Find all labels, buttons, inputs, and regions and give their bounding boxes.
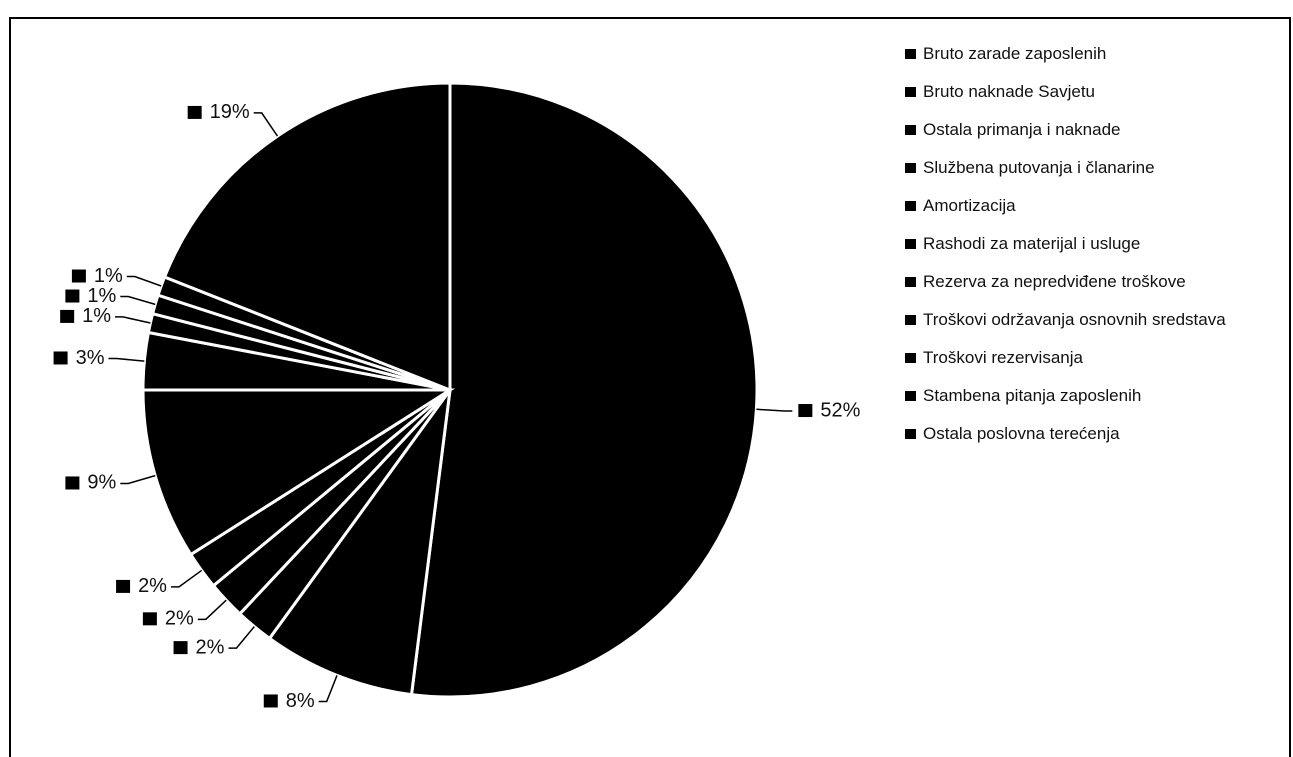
legend-item: Troškovi rezervisanja — [905, 348, 1285, 386]
legend-swatch — [905, 277, 916, 287]
data-label: 1% — [82, 305, 111, 327]
leader-line — [170, 569, 203, 588]
label-marker — [65, 476, 80, 490]
pie-slice — [162, 81, 452, 393]
label-marker — [60, 309, 75, 323]
legend-label: Bruto zarade zaposlenih — [923, 44, 1107, 63]
legend-label: Troškovi održavanja osnovnih sredstava — [923, 310, 1226, 329]
leader-line — [126, 275, 162, 287]
label-marker — [798, 404, 813, 418]
legend-item: Rezerva za nepredviđene troškove — [905, 272, 1285, 310]
legend-swatch — [905, 429, 916, 439]
legend-label: Rashodi za materijal i usluge — [923, 234, 1141, 253]
pie-slice — [409, 81, 759, 699]
legend-label: Ostala primanja i naknade — [923, 120, 1121, 139]
data-label: 8% — [286, 690, 315, 712]
legend-swatch — [905, 353, 916, 363]
data-label: 52% — [820, 399, 860, 421]
leader-line — [318, 675, 338, 703]
legend-item: Bruto zarade zaposlenih — [905, 44, 1285, 82]
pie-slice — [267, 389, 452, 697]
legend-swatch — [905, 239, 916, 249]
data-label: 2% — [196, 636, 225, 658]
legend-item: Bruto naknade Savjetu — [905, 82, 1285, 120]
legend-swatch — [905, 49, 916, 59]
leader-line — [228, 626, 255, 649]
legend-item: Ostala poslovna terećenja — [905, 424, 1285, 462]
legend-label: Stambena pitanja zaposlenih — [923, 386, 1142, 405]
legend-swatch — [905, 391, 916, 401]
legend-label: Bruto naknade Savjetu — [923, 82, 1096, 101]
legend-item: Ostala primanja i naknade — [905, 120, 1285, 158]
legend-label: Amortizacija — [923, 196, 1016, 215]
label-marker — [187, 105, 202, 119]
label-marker — [71, 269, 86, 283]
data-label: 1% — [87, 285, 116, 307]
legend-swatch — [905, 125, 916, 135]
leader-line — [108, 357, 145, 362]
chart-border — [9, 17, 1291, 757]
legend-swatch — [905, 315, 916, 325]
leader-line — [120, 295, 156, 306]
legend-label: Rezerva za nepredviđene troškove — [923, 272, 1186, 291]
data-label: 1% — [94, 265, 123, 287]
label-marker — [142, 612, 157, 626]
leader-line — [115, 316, 151, 324]
label-marker — [263, 694, 278, 708]
legend-swatch — [905, 163, 916, 173]
data-label: 9% — [87, 472, 116, 494]
legend-label: Ostala poslovna terećenja — [923, 424, 1120, 443]
label-marker — [116, 579, 131, 593]
legend-item: Rashodi za materijal i usluge — [905, 234, 1285, 272]
label-marker — [53, 351, 68, 365]
data-label: 3% — [76, 347, 105, 369]
data-label: 2% — [165, 608, 194, 630]
leader-line — [197, 599, 227, 621]
data-label: 19% — [210, 101, 250, 123]
label-marker — [173, 641, 188, 655]
legend-item: Troškovi održavanja osnovnih sredstava — [905, 310, 1285, 348]
legend-swatch — [905, 201, 916, 211]
legend-label: Službena putovanja i članarine — [923, 158, 1155, 177]
label-marker — [65, 289, 80, 303]
legend: Bruto zarade zaposlenih Bruto naknade Sav… — [905, 44, 1285, 462]
leader-line — [120, 474, 156, 485]
legend-label: Troškovi rezervisanja — [923, 348, 1083, 367]
leader-line — [756, 408, 793, 412]
legend-swatch — [905, 87, 916, 97]
legend-item: Stambena pitanja zaposlenih — [905, 386, 1285, 424]
legend-item: Službena putovanja i članarine — [905, 158, 1285, 196]
data-label: 2% — [138, 575, 167, 597]
leader-line — [253, 112, 279, 137]
legend-item: Amortizacija — [905, 196, 1285, 234]
